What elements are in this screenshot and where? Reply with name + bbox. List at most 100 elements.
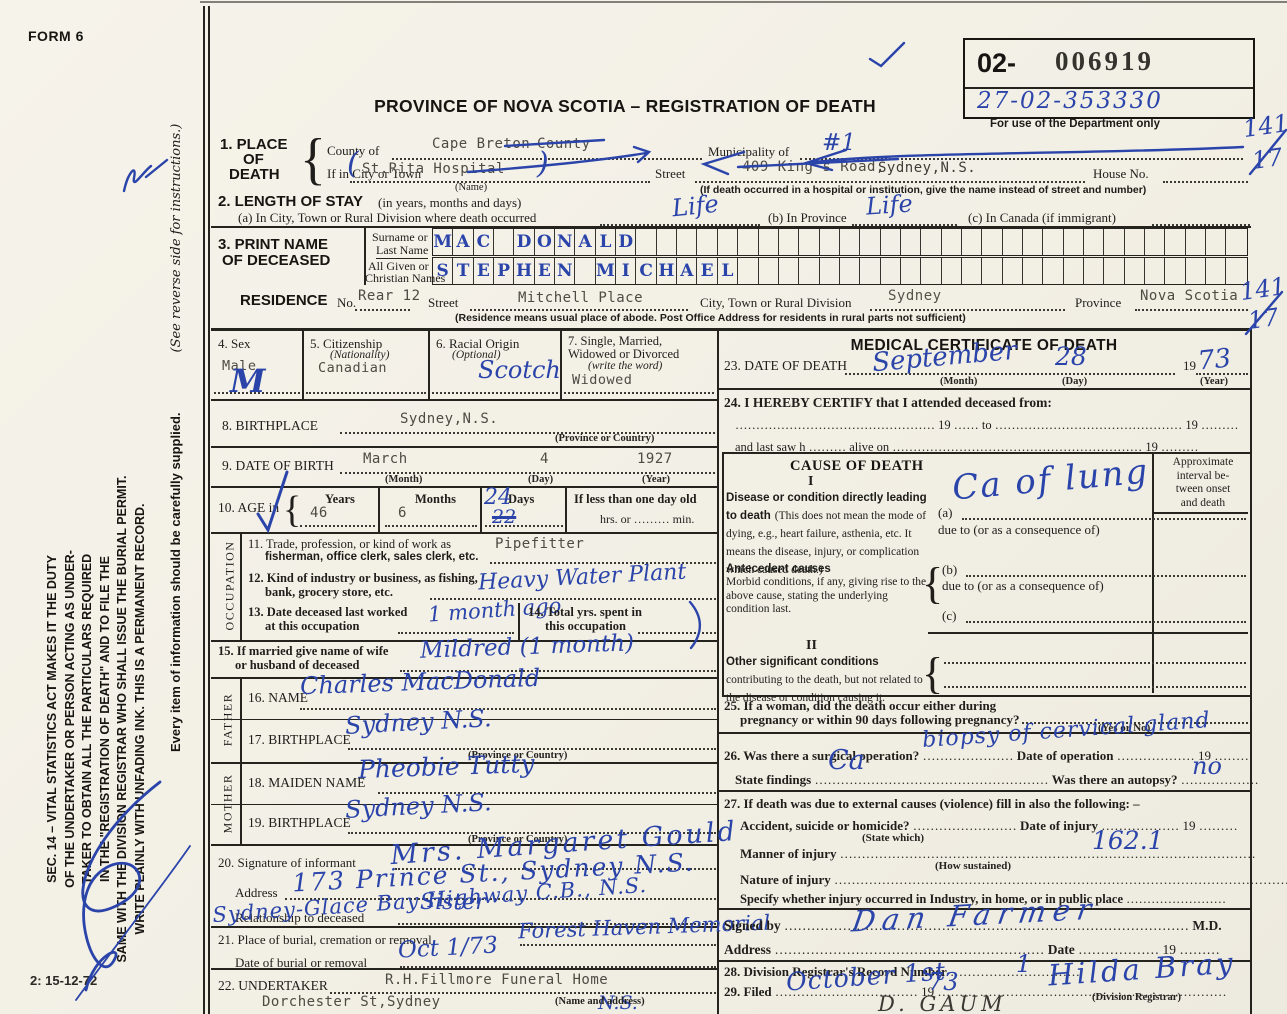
gaum-signature: D. GAUM	[878, 992, 1007, 1014]
date-of-death-day: 28	[1055, 342, 1087, 371]
cause-roman-1: I	[808, 474, 814, 489]
marital-sub: (write the word)	[588, 360, 663, 372]
citizenship-value: Canadian	[318, 360, 388, 376]
margin-number-top: 141	[1241, 108, 1287, 144]
scan-edge	[200, 1, 1287, 3]
letter-cell	[820, 229, 840, 255]
division-registrar-caption: (Division Registrar)	[1092, 992, 1181, 1003]
occupation-13-14-divider	[518, 603, 520, 640]
other-line-2	[944, 686, 1246, 688]
how-sustained-caption: (How sustained)	[935, 860, 1012, 872]
age-months-label: Months	[415, 492, 456, 506]
filed-year-value: 73	[928, 968, 959, 996]
letter-cell	[779, 229, 800, 255]
informant-relationship-value: Sister	[420, 890, 486, 915]
birthplace-line	[340, 432, 715, 434]
registration-stamp-box: 02- 006919 27-02-353330	[963, 38, 1255, 119]
age-months-value: 6	[398, 505, 407, 521]
filed-line: 29. Filed …………………………… 19 ……… ………………………………	[724, 984, 1227, 999]
name-label-divider	[364, 228, 366, 285]
occupation-14-label-2: this occupation	[545, 619, 626, 633]
date-of-death-year: 73	[1196, 343, 1233, 377]
spouse-label-2: or husband of deceased	[235, 658, 360, 672]
undertaker-address-hand: N.S.	[598, 992, 638, 1014]
ink-paren-open: (	[347, 146, 359, 181]
approx-interval-label: Approximate interval be- tween onset and…	[1172, 456, 1234, 509]
rule-805	[211, 804, 719, 805]
residence-province-label: Province	[1075, 295, 1122, 310]
letter-cell	[718, 229, 739, 255]
residence-division-line	[870, 309, 1065, 311]
informant-relationship-line	[398, 923, 716, 925]
letter-cell: D	[514, 229, 535, 255]
letter-cell: A	[677, 258, 698, 284]
mother-birthplace-line	[348, 832, 716, 834]
house-no-line	[1163, 181, 1248, 183]
letter-cell	[1186, 229, 1207, 255]
occupation-12-label: 12. Kind of industry or business, as fis…	[248, 571, 478, 585]
letter-cell	[881, 258, 901, 284]
stay-b-line	[852, 224, 957, 226]
undertaker-address-value: Dorchester St,Sydney	[262, 994, 441, 1010]
occupation-11-label: 11. Trade, profession, or kind of work a…	[248, 537, 451, 551]
main-divider	[211, 328, 1251, 331]
sex-label: 4. Sex	[218, 336, 251, 351]
racial-origin-sub: (Optional)	[452, 349, 501, 361]
pregnancy-label: 25. If a woman, did the death occur eith…	[724, 698, 997, 713]
mother-birthplace-caption: (Province or Country)	[468, 834, 568, 845]
occupation-14-label: 14. Total yrs. spent in	[528, 605, 642, 619]
burial-place-line	[520, 944, 716, 946]
letter-cell	[1023, 229, 1044, 255]
residence-province-value: Nova Scotia	[1140, 288, 1239, 304]
occupation-13-label-2: at this occupation	[265, 619, 360, 633]
citizenship-line	[306, 392, 426, 394]
form-title: PROVINCE OF NOVA SCOTIA – REGISTRATION O…	[374, 96, 876, 116]
letter-cell	[1084, 229, 1105, 255]
cause-a-line	[962, 518, 1246, 520]
dod-line-2	[1196, 373, 1248, 375]
father-birthplace-label: 17. BIRTHPLACE	[248, 732, 351, 747]
letter-cell	[1226, 229, 1246, 255]
state-which-caption: (State which)	[862, 832, 925, 844]
occupation-11-line	[490, 562, 716, 564]
cause-title: CAUSE OF DEATH	[790, 458, 924, 474]
occupation-13-line	[398, 632, 514, 634]
informant-signature-line	[395, 868, 716, 870]
age-days-line	[485, 525, 563, 527]
cause-mid-rule	[928, 632, 1248, 634]
age-div-3	[565, 487, 567, 533]
cause-c-line	[966, 621, 1246, 623]
letter-cell	[1206, 229, 1227, 255]
rule-under-s2	[211, 226, 1251, 228]
county-label: County of	[327, 143, 380, 158]
dod-19: 19	[1183, 358, 1196, 373]
letter-cell: T	[453, 258, 474, 284]
ink-paren-close: )	[537, 146, 549, 181]
hospital-note: (If death occurred in a hospital or inst…	[700, 184, 1147, 196]
letter-cell	[860, 258, 881, 284]
occupation-13-label: 13. Date deceased last worked	[248, 605, 408, 619]
place-of-death-heading: 1. PLACE	[220, 136, 288, 153]
county-value: Cape Breton	[432, 136, 531, 152]
letter-cell	[1084, 258, 1105, 284]
sex-typed-value: Male	[222, 358, 257, 374]
cause-a-label: (a)	[938, 505, 953, 520]
residence-note: (Residence means usual place of abode. P…	[455, 312, 966, 324]
racial-origin-value: Scotch	[478, 356, 561, 384]
letter-cell	[921, 258, 942, 284]
cause-b-dueto: due to (or as a consequence of)	[942, 578, 1104, 593]
surname-label: Surname or	[372, 230, 428, 244]
pregnancy-caption: (Yes or No)	[1098, 722, 1151, 734]
letter-cell	[759, 258, 779, 284]
pregnancy-line	[1022, 722, 1248, 724]
date-of-birth-label: 9. DATE OF BIRTH	[222, 458, 334, 473]
dob-month-value: March	[363, 451, 408, 467]
age-days-label: Days	[508, 492, 535, 506]
letter-cell	[1104, 258, 1125, 284]
occupation-14-line	[638, 632, 716, 634]
antecedent-rest: Morbid conditions, if any, giving rise t…	[726, 576, 927, 615]
burial-date-value: Oct 1/73	[397, 932, 499, 964]
rule-487	[211, 486, 719, 488]
cause-c-label: (c)	[942, 608, 957, 623]
